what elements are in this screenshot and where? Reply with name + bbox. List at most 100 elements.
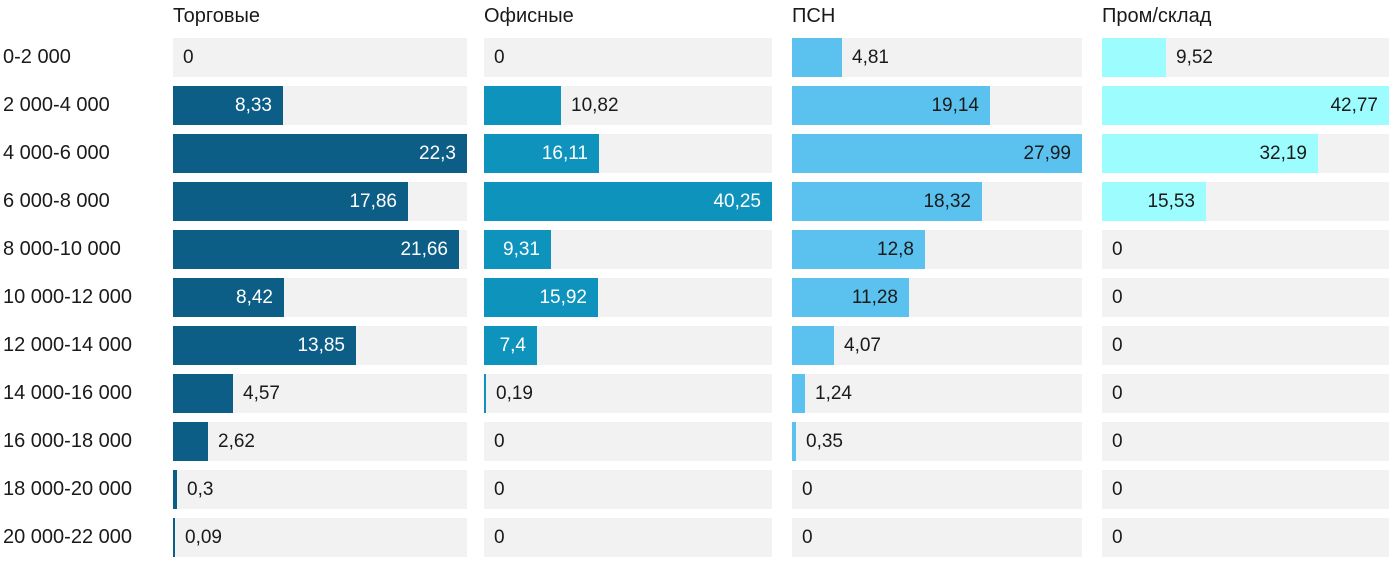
column-header: ПСН — [792, 5, 836, 27]
bar — [173, 374, 233, 413]
value-label: 0 — [494, 430, 505, 452]
value-label: 0 — [494, 46, 505, 68]
value-label: 0 — [1112, 334, 1123, 356]
value-label: 27,99 — [1023, 142, 1071, 164]
bar-track: 17,86 — [173, 182, 467, 221]
bar-track: 4,07 — [792, 326, 1082, 365]
bar-track: 0 — [484, 518, 772, 557]
bar-track: 0 — [173, 38, 467, 77]
bar — [1102, 182, 1206, 221]
value-label: 0,09 — [185, 526, 222, 548]
bar-track: 0,09 — [173, 518, 467, 557]
value-label: 0,35 — [806, 430, 843, 452]
bar-track: 0 — [1102, 518, 1389, 557]
row-label: 6 000-8 000 — [3, 190, 110, 212]
bar-track: 18,32 — [792, 182, 1082, 221]
bar — [1102, 38, 1166, 77]
bar — [173, 278, 284, 317]
bar-track: 42,77 — [1102, 86, 1389, 125]
bar-track: 0 — [1102, 422, 1389, 461]
bar — [173, 422, 208, 461]
bar — [792, 374, 805, 413]
value-label: 0 — [802, 526, 813, 548]
bar-track: 9,52 — [1102, 38, 1389, 77]
value-label: 0 — [183, 46, 194, 68]
value-label: 15,92 — [539, 286, 587, 308]
bar — [1102, 134, 1318, 173]
bar-track: 0 — [1102, 326, 1389, 365]
bar — [173, 182, 408, 221]
bar — [792, 86, 990, 125]
bar-track: 15,53 — [1102, 182, 1389, 221]
value-label: 0 — [1112, 238, 1123, 260]
column-header: Торговые — [173, 5, 261, 27]
bar — [792, 38, 842, 77]
bar-track: 10,82 — [484, 86, 772, 125]
row-label: 14 000-16 000 — [3, 382, 133, 404]
value-label: 0 — [1112, 526, 1123, 548]
value-label: 40,25 — [713, 190, 761, 212]
bar-track: 0 — [1102, 470, 1389, 509]
bar-track: 0 — [1102, 278, 1389, 317]
bar-track: 21,66 — [173, 230, 467, 269]
bar — [484, 230, 551, 269]
bar — [173, 470, 177, 509]
value-label: 7,4 — [499, 334, 526, 356]
value-label: 0,19 — [496, 382, 533, 404]
bar — [173, 230, 459, 269]
bar — [792, 326, 834, 365]
bar-track: 15,92 — [484, 278, 772, 317]
bar-track: 4,81 — [792, 38, 1082, 77]
bar-track: 9,31 — [484, 230, 772, 269]
value-label: 17,86 — [349, 190, 397, 212]
bar-track: 0 — [484, 422, 772, 461]
bar-track: 16,11 — [484, 134, 772, 173]
bar — [792, 278, 909, 317]
bar — [173, 518, 175, 557]
row-label: 2 000-4 000 — [3, 94, 110, 116]
value-label: 0 — [1112, 478, 1123, 500]
value-label: 19,14 — [931, 94, 979, 116]
bar — [484, 374, 486, 413]
bar — [1102, 86, 1389, 125]
row-label: 18 000-20 000 — [3, 478, 133, 500]
bar — [792, 230, 925, 269]
value-label: 0 — [1112, 382, 1123, 404]
column-header: Пром/склад — [1102, 5, 1212, 27]
bar — [792, 134, 1082, 173]
column-header: Офисные — [484, 5, 574, 27]
bar-track: 7,4 — [484, 326, 772, 365]
value-label: 12,8 — [877, 238, 914, 260]
row-label: 0-2 000 — [3, 46, 71, 68]
bar — [173, 86, 283, 125]
bar-track: 12,8 — [792, 230, 1082, 269]
bar-track: 0,19 — [484, 374, 772, 413]
value-label: 9,52 — [1176, 46, 1213, 68]
bar — [484, 134, 599, 173]
bar-track: 4,57 — [173, 374, 467, 413]
row-label: 20 000-22 000 — [3, 526, 133, 548]
bar-track: 0 — [1102, 374, 1389, 413]
bar-track: 8,33 — [173, 86, 467, 125]
value-label: 0 — [494, 478, 505, 500]
value-label: 0,3 — [187, 478, 214, 500]
bar — [484, 86, 561, 125]
value-label: 0 — [1112, 430, 1123, 452]
value-label: 13,85 — [297, 334, 345, 356]
value-label: 4,57 — [243, 382, 280, 404]
value-label: 0 — [1112, 286, 1123, 308]
bar-track: 0,35 — [792, 422, 1082, 461]
row-label: 4 000-6 000 — [3, 142, 110, 164]
value-label: 4,81 — [852, 46, 889, 68]
value-label: 32,19 — [1259, 142, 1307, 164]
bar-track: 2,62 — [173, 422, 467, 461]
bar — [484, 278, 598, 317]
value-label: 42,77 — [1330, 94, 1378, 116]
value-label: 10,82 — [571, 94, 619, 116]
bar-track: 13,85 — [173, 326, 467, 365]
value-label: 16,11 — [541, 142, 588, 164]
bar-track: 40,25 — [484, 182, 772, 221]
row-label: 10 000-12 000 — [3, 286, 133, 308]
value-label: 4,07 — [844, 334, 881, 356]
